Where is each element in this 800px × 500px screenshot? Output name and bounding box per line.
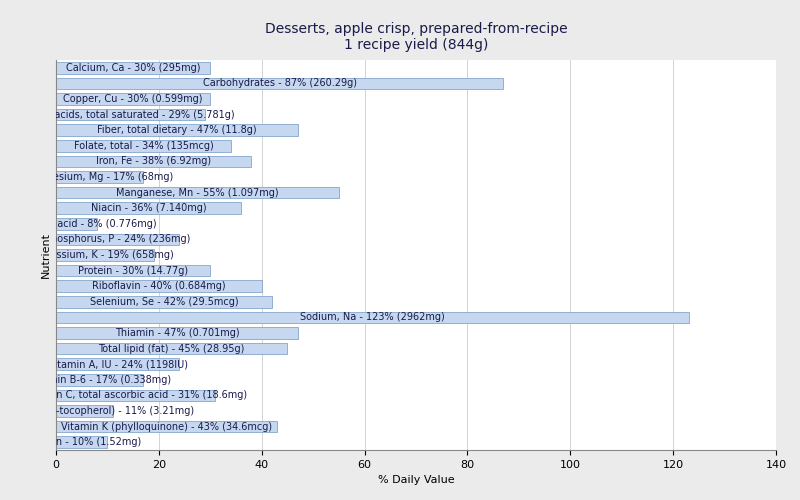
Text: Fiber, total dietary - 47% (11.8g): Fiber, total dietary - 47% (11.8g) — [97, 125, 257, 135]
Bar — [56, 218, 97, 230]
Bar — [56, 234, 179, 245]
Text: Sodium, Na - 123% (2962mg): Sodium, Na - 123% (2962mg) — [300, 312, 445, 322]
Bar — [56, 436, 107, 448]
Bar — [56, 280, 262, 292]
Bar — [56, 374, 143, 386]
Text: Iron, Fe - 38% (6.92mg): Iron, Fe - 38% (6.92mg) — [96, 156, 211, 166]
Bar — [56, 358, 179, 370]
Bar — [56, 390, 215, 401]
Bar — [56, 62, 210, 74]
Text: Vitamin E (alpha-tocopherol) - 11% (3.21mg): Vitamin E (alpha-tocopherol) - 11% (3.21… — [0, 406, 194, 416]
Text: Vitamin B-6 - 17% (0.338mg): Vitamin B-6 - 17% (0.338mg) — [29, 375, 170, 385]
Bar — [56, 156, 251, 167]
Bar — [56, 249, 154, 261]
Bar — [56, 187, 339, 198]
Bar — [56, 171, 143, 183]
Bar — [56, 327, 298, 339]
Text: Folate, total - 34% (135mcg): Folate, total - 34% (135mcg) — [74, 141, 214, 151]
Bar — [56, 265, 210, 276]
Text: Fatty acids, total saturated - 29% (5.781g): Fatty acids, total saturated - 29% (5.78… — [26, 110, 234, 120]
Text: Riboflavin - 40% (0.684mg): Riboflavin - 40% (0.684mg) — [92, 281, 226, 291]
Text: Calcium, Ca - 30% (295mg): Calcium, Ca - 30% (295mg) — [66, 63, 200, 73]
Bar — [56, 124, 298, 136]
Y-axis label: Nutrient: Nutrient — [41, 232, 50, 278]
Text: Total lipid (fat) - 45% (28.95g): Total lipid (fat) - 45% (28.95g) — [98, 344, 245, 353]
Text: Phosphorus, P - 24% (236mg): Phosphorus, P - 24% (236mg) — [45, 234, 190, 244]
Title: Desserts, apple crisp, prepared-from-recipe
1 recipe yield (844g): Desserts, apple crisp, prepared-from-rec… — [265, 22, 567, 52]
Bar — [56, 202, 241, 214]
Bar — [56, 93, 210, 105]
Bar — [56, 312, 689, 324]
Bar — [56, 296, 272, 308]
Bar — [56, 78, 503, 89]
Text: Carbohydrates - 87% (260.29g): Carbohydrates - 87% (260.29g) — [202, 78, 357, 88]
Bar — [56, 140, 231, 151]
Text: Selenium, Se - 42% (29.5mcg): Selenium, Se - 42% (29.5mcg) — [90, 297, 238, 307]
Bar — [56, 343, 287, 354]
Text: Vitamin C, total ascorbic acid - 31% (18.6mg): Vitamin C, total ascorbic acid - 31% (18… — [25, 390, 246, 400]
Text: Magnesium, Mg - 17% (68mg): Magnesium, Mg - 17% (68mg) — [26, 172, 174, 182]
Text: Protein - 30% (14.77g): Protein - 30% (14.77g) — [78, 266, 188, 276]
Bar — [56, 109, 205, 120]
Text: Vitamin A, IU - 24% (1198IU): Vitamin A, IU - 24% (1198IU) — [48, 359, 188, 369]
Text: Zinc, Zn - 10% (1.52mg): Zinc, Zn - 10% (1.52mg) — [22, 437, 142, 447]
Text: Manganese, Mn - 55% (1.097mg): Manganese, Mn - 55% (1.097mg) — [116, 188, 278, 198]
Bar — [56, 405, 113, 417]
Text: Niacin - 36% (7.140mg): Niacin - 36% (7.140mg) — [90, 203, 206, 213]
Text: Thiamin - 47% (0.701mg): Thiamin - 47% (0.701mg) — [114, 328, 239, 338]
Text: Pantothenic acid - 8% (0.776mg): Pantothenic acid - 8% (0.776mg) — [0, 219, 157, 229]
X-axis label: % Daily Value: % Daily Value — [378, 476, 454, 486]
Text: Vitamin K (phylloquinone) - 43% (34.6mcg): Vitamin K (phylloquinone) - 43% (34.6mcg… — [61, 422, 272, 432]
Text: Potassium, K - 19% (658mg): Potassium, K - 19% (658mg) — [35, 250, 174, 260]
Bar — [56, 421, 277, 432]
Text: Copper, Cu - 30% (0.599mg): Copper, Cu - 30% (0.599mg) — [63, 94, 203, 104]
